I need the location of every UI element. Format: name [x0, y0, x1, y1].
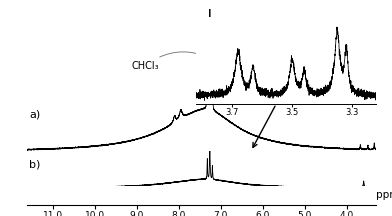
Text: CHCl₃: CHCl₃ — [131, 52, 207, 71]
Text: a): a) — [29, 109, 40, 119]
Text: b): b) — [29, 160, 40, 170]
Text: ppm: ppm — [376, 191, 392, 200]
